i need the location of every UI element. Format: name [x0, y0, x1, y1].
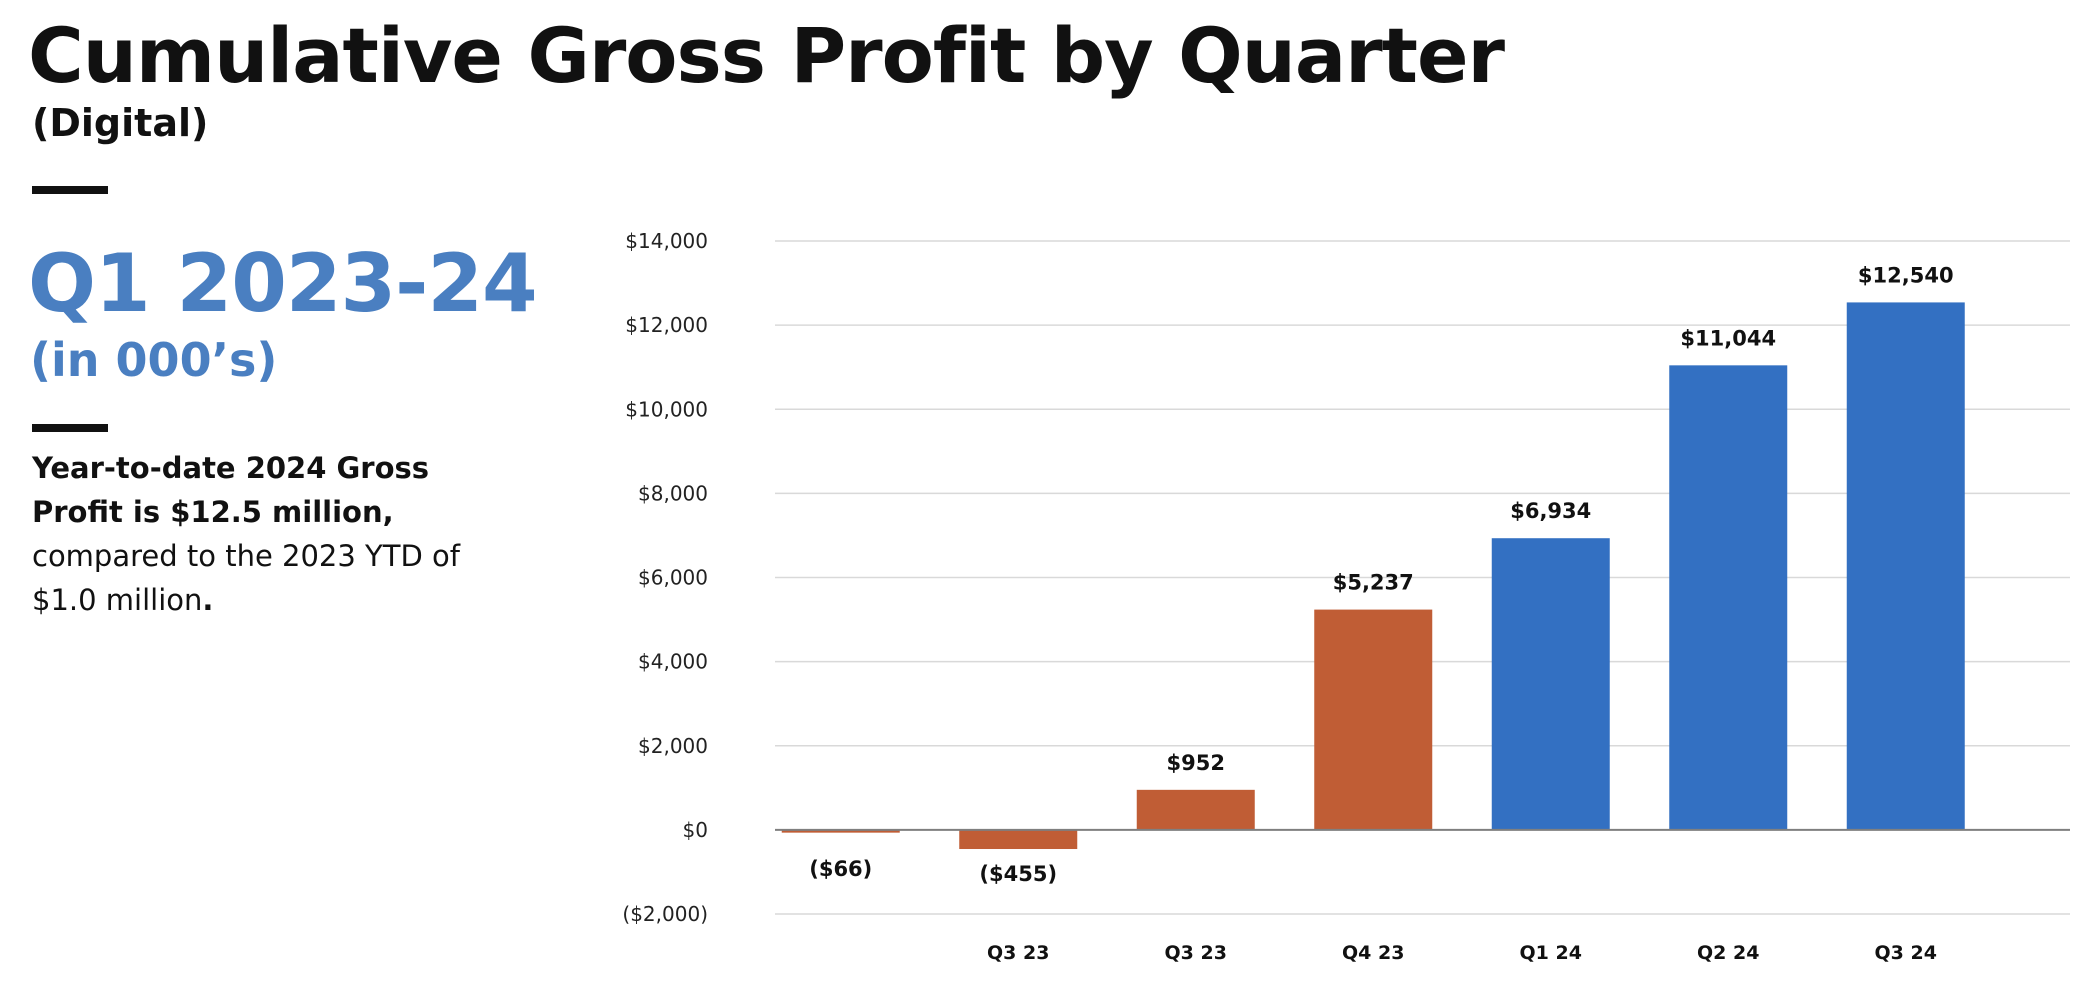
- data-label: ($455): [979, 862, 1057, 886]
- data-label: $6,934: [1510, 499, 1591, 523]
- chart-title: Cumulative Gross Profit by Quarter: [28, 11, 1505, 100]
- summary-note-highlight: Year-to-date 2024 Gross Profit is $12.5 …: [32, 451, 430, 529]
- period-heading: Q1 2023-24: [28, 237, 538, 330]
- bar: [959, 829, 1078, 850]
- summary-note: Year-to-date 2024 Gross Profit is $12.5 …: [32, 446, 472, 622]
- summary-note-end: .: [202, 583, 214, 617]
- y-tick-label: $10,000: [625, 397, 708, 421]
- bar: [1669, 365, 1788, 830]
- divider-top: [32, 186, 108, 194]
- bar: [1136, 789, 1255, 830]
- chart-subtitle: (Digital): [32, 101, 209, 145]
- y-tick-label: $4,000: [638, 650, 708, 674]
- data-label: $5,237: [1333, 571, 1414, 595]
- data-label: $952: [1167, 751, 1225, 775]
- x-tick-label: Q1 24: [1520, 942, 1582, 964]
- bar: [1314, 609, 1433, 830]
- x-tick-label: Q4 23: [1342, 942, 1404, 964]
- x-tick-label: Q3 23: [987, 942, 1049, 964]
- y-tick-label: $14,000: [625, 229, 708, 253]
- data-label: ($66): [809, 857, 872, 881]
- y-tick-label: $8,000: [638, 481, 708, 505]
- bar: [781, 829, 900, 833]
- bar: [1491, 538, 1610, 830]
- x-tick-label: Q3 24: [1875, 942, 1937, 964]
- y-tick-label: $2,000: [638, 734, 708, 758]
- bar: [1846, 302, 1965, 830]
- y-tick-label: $0: [683, 818, 708, 842]
- x-tick-label: Q3 23: [1165, 942, 1227, 964]
- divider-bottom: [32, 424, 108, 432]
- units-label: (in 000’s): [30, 333, 278, 387]
- x-tick-label: Q2 24: [1697, 942, 1759, 964]
- data-label: $12,540: [1858, 263, 1954, 287]
- summary-note-body: compared to the 2023 YTD of $1.0 million: [32, 539, 460, 617]
- data-label: $11,044: [1680, 326, 1776, 350]
- y-tick-label: $12,000: [625, 313, 708, 337]
- y-tick-label: ($2,000): [622, 902, 708, 926]
- y-tick-label: $6,000: [638, 566, 708, 590]
